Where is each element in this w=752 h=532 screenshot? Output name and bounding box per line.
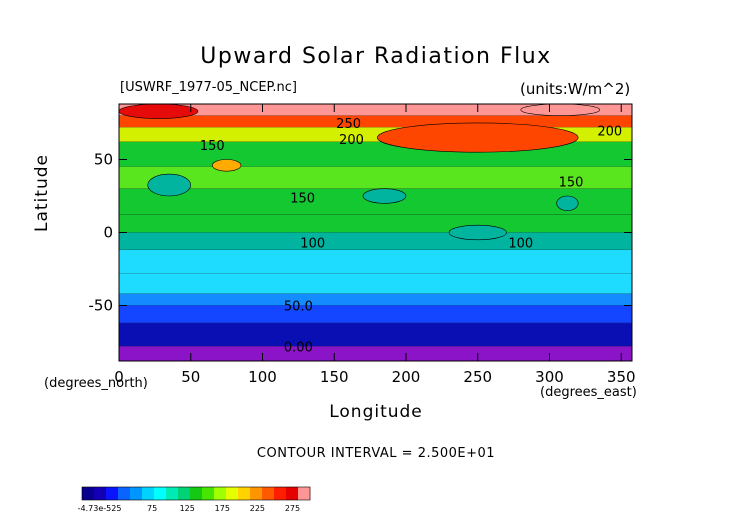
file-name-label: [USWRF_1977-05_NCEP.nc] <box>120 80 297 95</box>
colorbar-swatch <box>286 487 299 500</box>
colorbar-tick-label: 175 <box>215 504 230 513</box>
colorbar-tick-label: -4.73e-525 <box>78 504 122 513</box>
y-tick-label: -50 <box>89 297 114 315</box>
y-axis-unit: (degrees_north) <box>44 376 148 391</box>
field-band <box>119 346 632 361</box>
field-band <box>119 214 632 233</box>
x-tick-label: 150 <box>320 368 349 386</box>
contour-label: 200 <box>597 124 622 139</box>
field-band <box>119 293 632 306</box>
colorbar-swatch <box>94 487 107 500</box>
colorbar-swatch <box>298 487 311 500</box>
y-axis-label: Latitude <box>32 154 52 232</box>
field-band <box>119 232 632 251</box>
field-band <box>119 115 632 128</box>
colorbar-tick-label: 125 <box>180 504 195 513</box>
colorbar-frame <box>81 486 311 501</box>
x-tick-label: 0 <box>114 368 124 386</box>
field-region <box>448 224 507 241</box>
x-tick-label: 200 <box>392 368 421 386</box>
x-tick-label: 50 <box>181 368 200 386</box>
colorbar-swatch <box>262 487 275 500</box>
colorbar-swatch <box>202 487 215 500</box>
y-tick-label: 0 <box>103 224 113 242</box>
field-band <box>119 104 632 116</box>
colorbar-swatch <box>166 487 179 500</box>
field-band <box>119 273 632 294</box>
colorbar-swatch <box>178 487 191 500</box>
colorbar-swatch <box>154 487 167 500</box>
contour-label: 100 <box>300 237 325 252</box>
contour-interval-note: CONTOUR INTERVAL = 2.500E+01 <box>256 446 496 461</box>
field-region <box>520 103 601 116</box>
field-region <box>376 122 579 153</box>
contour-label: 50.0 <box>284 300 313 315</box>
field-region <box>118 103 199 119</box>
contour-label: 150 <box>290 191 315 206</box>
colorbar-swatch <box>82 487 95 500</box>
contour-label: 250 <box>336 117 361 132</box>
colorbar-tick-label: 75 <box>147 504 157 513</box>
colorbar-swatch <box>118 487 131 500</box>
x-tick-label: 250 <box>463 368 492 386</box>
x-tick-label: 100 <box>248 368 277 386</box>
colorbar-tick-label: 275 <box>285 504 300 513</box>
contour-label: 150 <box>200 139 225 154</box>
contour-label: 0.00 <box>284 340 313 355</box>
colorbar-swatch <box>106 487 119 500</box>
field-region <box>211 159 242 172</box>
field-region <box>147 173 192 197</box>
colorbar-swatch <box>214 487 227 500</box>
colorbar-tick-label: 225 <box>250 504 265 513</box>
contour-label: 200 <box>339 133 364 148</box>
y-tick-label: 50 <box>94 150 113 168</box>
chart-title: Upward Solar Radiation Flux <box>200 44 552 69</box>
field-band <box>119 305 632 324</box>
field-band <box>119 250 632 274</box>
contour-label: 150 <box>559 175 584 190</box>
colorbar-swatch <box>250 487 263 500</box>
x-tick-label: 300 <box>535 368 564 386</box>
colorbar-swatch <box>142 487 155 500</box>
field-region <box>556 195 579 211</box>
colorbar-swatch <box>190 487 203 500</box>
x-axis-label: Longitude <box>329 402 423 422</box>
units-label: (units:W/m^2) <box>520 80 631 98</box>
x-tick-label: 350 <box>607 368 636 386</box>
colorbar: -4.73e-525 75 125 175 225 275 <box>78 486 311 513</box>
colorbar-swatch <box>238 487 251 500</box>
field-band <box>119 166 632 189</box>
field-region <box>362 188 407 204</box>
x-axis-unit: (degrees_east) <box>540 385 637 400</box>
colorbar-swatch <box>274 487 287 500</box>
field-band <box>119 323 632 347</box>
colorbar-swatch <box>130 487 143 500</box>
colorbar-swatch <box>226 487 239 500</box>
contour-label: 100 <box>508 237 533 252</box>
data-field <box>118 103 632 362</box>
